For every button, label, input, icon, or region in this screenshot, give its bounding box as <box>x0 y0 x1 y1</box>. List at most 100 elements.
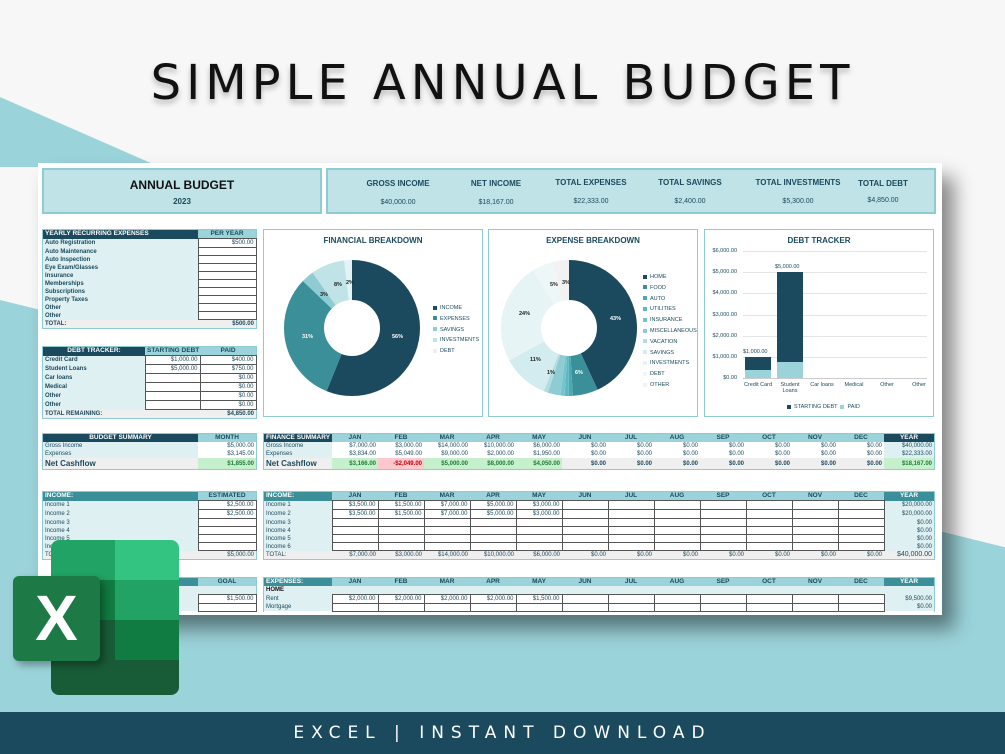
amount-cell[interactable] <box>561 518 609 527</box>
amount-cell[interactable] <box>561 534 609 543</box>
amount-cell[interactable] <box>699 518 747 527</box>
amount-cell[interactable] <box>745 518 793 527</box>
amount-cell[interactable] <box>653 593 701 604</box>
amount-cell[interactable] <box>469 602 517 612</box>
amount-cell[interactable]: $2,000.00 <box>377 593 425 604</box>
amount-cell[interactable] <box>377 602 425 612</box>
amount-cell[interactable]: $3,000.00 <box>515 500 563 510</box>
amount-cell[interactable] <box>331 526 379 535</box>
amount-cell[interactable] <box>837 500 885 510</box>
amount-cell[interactable] <box>837 593 885 604</box>
amount-cell[interactable] <box>699 593 747 604</box>
amount-cell[interactable] <box>197 263 257 272</box>
amount-cell[interactable] <box>837 534 885 543</box>
amount-cell[interactable] <box>791 602 839 612</box>
amount-cell[interactable]: $500.00 <box>197 238 257 248</box>
amount-cell[interactable]: $2,000.00 <box>423 593 471 604</box>
amount-cell[interactable] <box>745 500 793 510</box>
amount-cell[interactable]: $1,500.00 <box>377 509 425 519</box>
amount-cell[interactable] <box>791 526 839 535</box>
amount-cell[interactable] <box>653 602 701 612</box>
amount-cell[interactable] <box>699 542 747 551</box>
amount-cell[interactable]: $3,500.00 <box>331 509 379 519</box>
amount-cell[interactable] <box>607 542 655 551</box>
amount-cell[interactable] <box>653 534 701 543</box>
amount-cell[interactable]: $7,000.00 <box>423 500 471 510</box>
amount-cell[interactable] <box>607 509 655 519</box>
amount-cell[interactable] <box>197 255 257 264</box>
amount-cell[interactable] <box>607 500 655 510</box>
amount-cell[interactable] <box>423 542 471 551</box>
amount-cell[interactable] <box>197 247 257 256</box>
amount-cell[interactable] <box>837 509 885 519</box>
amount-cell[interactable] <box>377 542 425 551</box>
amount-cell[interactable] <box>377 534 425 543</box>
amount-cell[interactable] <box>791 542 839 551</box>
amount-cell[interactable] <box>377 518 425 527</box>
amount-cell[interactable] <box>791 518 839 527</box>
amount-cell[interactable] <box>745 526 793 535</box>
amount-cell[interactable] <box>607 526 655 535</box>
amount-cell[interactable] <box>607 593 655 604</box>
amount-cell[interactable] <box>745 542 793 551</box>
amount-cell[interactable] <box>515 542 563 551</box>
amount-cell[interactable]: $5,000.00 <box>469 509 517 519</box>
amount-cell[interactable] <box>699 509 747 519</box>
amount-cell[interactable]: $2,000.00 <box>469 593 517 604</box>
amount-cell[interactable] <box>515 526 563 535</box>
amount-cell[interactable] <box>561 602 609 612</box>
amount-cell[interactable] <box>653 518 701 527</box>
amount-cell[interactable] <box>745 534 793 543</box>
amount-cell[interactable] <box>791 509 839 519</box>
amount-cell[interactable] <box>561 500 609 510</box>
amount-cell[interactable] <box>331 534 379 543</box>
amount-cell[interactable] <box>837 542 885 551</box>
amount-cell[interactable] <box>423 526 471 535</box>
amount-cell[interactable] <box>197 311 257 320</box>
amount-cell[interactable] <box>699 602 747 612</box>
amount-cell[interactable]: $3,500.00 <box>331 500 379 510</box>
amount-cell[interactable] <box>423 602 471 612</box>
amount-cell[interactable] <box>331 542 379 551</box>
amount-cell[interactable] <box>423 534 471 543</box>
amount-cell[interactable] <box>469 534 517 543</box>
amount-cell[interactable] <box>745 593 793 604</box>
amount-cell[interactable] <box>837 526 885 535</box>
amount-cell[interactable] <box>377 526 425 535</box>
amount-cell[interactable] <box>791 534 839 543</box>
amount-cell[interactable] <box>331 602 379 612</box>
amount-cell[interactable] <box>561 593 609 604</box>
amount-cell[interactable] <box>699 500 747 510</box>
amount-cell[interactable] <box>423 518 471 527</box>
amount-cell[interactable] <box>197 303 257 312</box>
amount-cell[interactable] <box>197 295 257 304</box>
amount-cell[interactable] <box>469 518 517 527</box>
amount-cell[interactable] <box>791 500 839 510</box>
amount-cell[interactable]: $2,000.00 <box>331 593 379 604</box>
amount-cell[interactable] <box>515 518 563 527</box>
amount-cell[interactable] <box>699 534 747 543</box>
amount-cell[interactable] <box>745 509 793 519</box>
amount-cell[interactable] <box>653 500 701 510</box>
amount-cell[interactable]: $3,000.00 <box>515 509 563 519</box>
amount-cell[interactable] <box>515 534 563 543</box>
amount-cell[interactable]: $1,500.00 <box>377 500 425 510</box>
amount-cell[interactable] <box>561 526 609 535</box>
amount-cell[interactable] <box>653 526 701 535</box>
amount-cell[interactable] <box>515 602 563 612</box>
amount-cell[interactable] <box>561 542 609 551</box>
amount-cell[interactable] <box>607 534 655 543</box>
amount-cell[interactable] <box>791 593 839 604</box>
amount-cell[interactable] <box>331 518 379 527</box>
amount-cell[interactable] <box>561 509 609 519</box>
amount-cell[interactable] <box>197 287 257 296</box>
amount-cell[interactable] <box>607 602 655 612</box>
amount-cell[interactable] <box>197 279 257 288</box>
amount-cell[interactable] <box>653 509 701 519</box>
amount-cell[interactable] <box>699 526 747 535</box>
amount-cell[interactable]: $5,000.00 <box>469 500 517 510</box>
amount-cell[interactable] <box>607 518 655 527</box>
amount-cell[interactable] <box>197 271 257 280</box>
amount-cell[interactable] <box>837 518 885 527</box>
amount-cell[interactable] <box>745 602 793 612</box>
